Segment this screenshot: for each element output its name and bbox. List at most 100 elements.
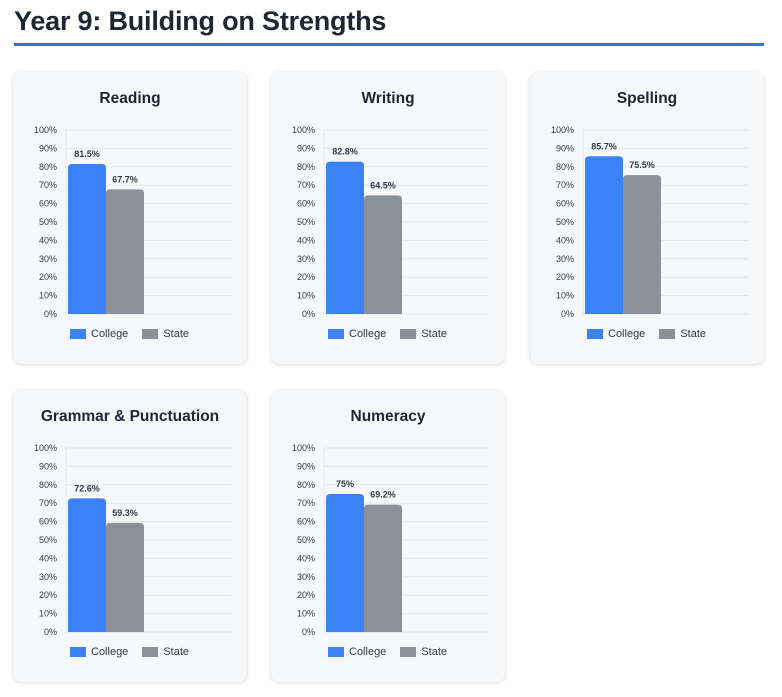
legend-item-college[interactable]: College — [587, 328, 645, 340]
y-tick-label: 60% — [39, 517, 57, 527]
y-tick-label: 80% — [39, 480, 57, 490]
legend-swatch-college — [328, 329, 344, 339]
legend-swatch-college — [328, 647, 344, 657]
legend-item-state[interactable]: State — [659, 328, 706, 340]
y-tick-label: 20% — [556, 272, 574, 282]
y-tick-label: 80% — [39, 162, 57, 172]
y-tick-label: 60% — [39, 199, 57, 209]
y-tick-label: 0% — [44, 627, 57, 637]
y-tick-label: 20% — [39, 272, 57, 282]
chart-legend: College State — [587, 327, 720, 341]
legend-label: College — [349, 328, 387, 340]
chart-card-grammar-punctuation: Grammar & Punctuation 0% 10% 20% 30% 40% 50% 6… — [13, 390, 247, 682]
bar-college — [326, 494, 364, 632]
y-tick-label: 60% — [297, 199, 315, 209]
bar-college — [68, 498, 106, 632]
y-tick-label: 50% — [556, 217, 574, 227]
legend-label: College — [349, 646, 387, 658]
y-tick-label: 10% — [297, 609, 315, 619]
legend-swatch-college — [587, 329, 603, 339]
y-tick-label: 60% — [556, 199, 574, 209]
y-tick-label: 20% — [39, 590, 57, 600]
y-tick-label: 80% — [297, 480, 315, 490]
y-tick-label: 70% — [297, 180, 315, 190]
legend-label: State — [421, 646, 447, 658]
legend-item-college[interactable]: College — [328, 328, 386, 340]
y-tick-label: 90% — [297, 461, 315, 471]
legend-swatch-state — [659, 329, 676, 339]
chart-title: Writing — [361, 90, 415, 107]
bar-chart: 0% 10% 20% 30% 40% 50% 60% 70% 80% 90% 100% 72.6% 59… — [34, 443, 231, 637]
y-tick-label: 0% — [302, 309, 315, 319]
chart-card-numeracy: Numeracy 0% 10% 20% 30% 40% 50% 60% 70% 80% 90% 10… — [271, 390, 505, 682]
data-label: 81.5% — [74, 149, 100, 159]
y-tick-label: 40% — [39, 553, 57, 563]
legend-swatch-college — [70, 647, 86, 657]
data-label: 72.6% — [74, 483, 100, 493]
data-label: 75% — [336, 479, 354, 489]
legend-item-college[interactable]: College — [70, 646, 128, 658]
y-tick-label: 40% — [39, 235, 57, 245]
bar-state — [364, 504, 402, 632]
legend-label: College — [91, 646, 129, 658]
y-tick-label: 100% — [292, 125, 315, 135]
y-tick-label: 80% — [297, 162, 315, 172]
data-label: 82.8% — [332, 147, 358, 157]
y-tick-label: 10% — [556, 291, 574, 301]
y-tick-label: 40% — [297, 553, 315, 563]
legend-swatch-state — [400, 647, 417, 657]
legend-item-state[interactable]: State — [142, 328, 189, 340]
y-tick-label: 30% — [39, 572, 57, 582]
y-tick-label: 50% — [297, 535, 315, 545]
chart-title: Grammar & Punctuation — [40, 408, 220, 425]
chart-card-writing: Writing 0% 10% 20% 30% 40% 50% 60% 70% 80% 90% 100… — [271, 72, 505, 364]
y-tick-label: 0% — [44, 309, 57, 319]
y-tick-label: 0% — [561, 309, 574, 319]
y-tick-label: 50% — [39, 535, 57, 545]
y-tick-label: 100% — [292, 443, 315, 453]
legend-label: State — [163, 646, 189, 658]
chart-legend: College State — [328, 645, 461, 659]
legend-item-college[interactable]: College — [328, 646, 386, 658]
legend-item-state[interactable]: State — [142, 646, 189, 658]
data-label: 67.7% — [112, 174, 138, 184]
y-tick-label: 30% — [297, 572, 315, 582]
y-tick-label: 70% — [556, 180, 574, 190]
data-label: 59.3% — [112, 508, 138, 518]
y-tick-label: 100% — [551, 125, 574, 135]
y-tick-label: 100% — [34, 443, 57, 453]
chart-legend: College State — [70, 327, 203, 341]
y-tick-label: 90% — [556, 143, 574, 153]
bar-college — [68, 164, 106, 314]
bar-state — [364, 195, 402, 314]
legend-swatch-state — [142, 329, 159, 339]
legend-label: State — [680, 328, 706, 340]
y-tick-label: 70% — [297, 498, 315, 508]
y-tick-label: 70% — [39, 498, 57, 508]
chart-title: Reading — [99, 90, 161, 107]
page-title: Year 9: Building on Strengths — [14, 6, 387, 36]
y-tick-label: 50% — [297, 217, 315, 227]
chart-title: Spelling — [616, 90, 678, 107]
bar-college — [585, 156, 623, 314]
y-tick-label: 40% — [297, 235, 315, 245]
data-label: 69.2% — [370, 490, 396, 500]
bar-state — [106, 189, 144, 314]
y-tick-label: 0% — [302, 627, 315, 637]
bar-state — [106, 522, 144, 632]
y-tick-label: 30% — [39, 254, 57, 264]
legend-item-state[interactable]: State — [400, 328, 447, 340]
y-tick-label: 40% — [556, 235, 574, 245]
legend-item-college[interactable]: College — [70, 328, 128, 340]
chart-card-spelling: Spelling 0% 10% 20% 30% 40% 50% 60% 70% 80% 90% 10… — [530, 72, 764, 364]
data-label: 64.5% — [370, 180, 396, 190]
legend-item-state[interactable]: State — [400, 646, 447, 658]
y-tick-label: 80% — [556, 162, 574, 172]
legend-swatch-college — [70, 329, 86, 339]
chart-card-reading: Reading 0% 10% 20% 30% 40% 50% 60% 70% 80% 90% 100… — [13, 72, 247, 364]
bar-chart: 0% 10% 20% 30% 40% 50% 60% 70% 80% 90% 100% 82.8% 64… — [292, 125, 489, 319]
data-label: 85.7% — [591, 141, 617, 151]
y-tick-label: 30% — [556, 254, 574, 264]
y-tick-label: 60% — [297, 517, 315, 527]
bar-college — [326, 161, 364, 314]
